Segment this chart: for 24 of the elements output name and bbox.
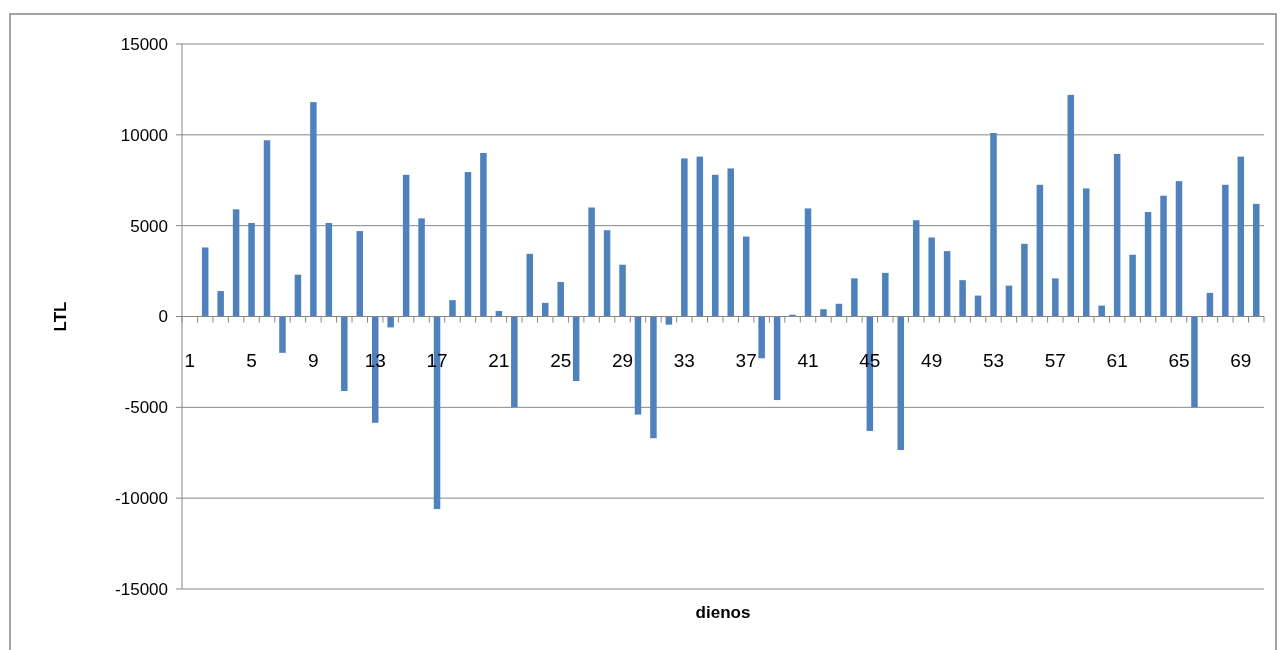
x-axis-title: dienos bbox=[695, 603, 751, 622]
y-tick-label: -10000 bbox=[115, 489, 168, 509]
x-tick-label: 57 bbox=[1044, 349, 1066, 371]
x-tick-label: 65 bbox=[1168, 349, 1190, 371]
y-tick-label: 15000 bbox=[120, 34, 168, 54]
x-tick-label: 53 bbox=[982, 349, 1005, 371]
y-axis-title: LTL bbox=[51, 301, 70, 332]
x-tick-label: 61 bbox=[1106, 349, 1128, 371]
x-tick-label: 25 bbox=[550, 349, 572, 371]
x-tick-label: 29 bbox=[611, 349, 634, 371]
x-tick-label: 5 bbox=[246, 349, 257, 371]
x-tick-label: 69 bbox=[1230, 349, 1252, 371]
y-tick-label: 0 bbox=[158, 307, 168, 327]
y-tick-label: -5000 bbox=[124, 398, 168, 418]
x-tick-label: 9 bbox=[308, 349, 319, 371]
x-tick-label: 37 bbox=[735, 349, 757, 371]
y-tick-label: -15000 bbox=[115, 579, 168, 599]
x-tick-label: 1 bbox=[184, 349, 196, 371]
y-tick-label: 5000 bbox=[130, 216, 168, 236]
x-tick-label: 49 bbox=[921, 349, 943, 371]
x-tick-label: 41 bbox=[797, 349, 819, 371]
x-tick-label: 33 bbox=[673, 349, 695, 371]
y-tick-label: 10000 bbox=[120, 125, 168, 145]
x-tick-label: 21 bbox=[488, 349, 510, 371]
